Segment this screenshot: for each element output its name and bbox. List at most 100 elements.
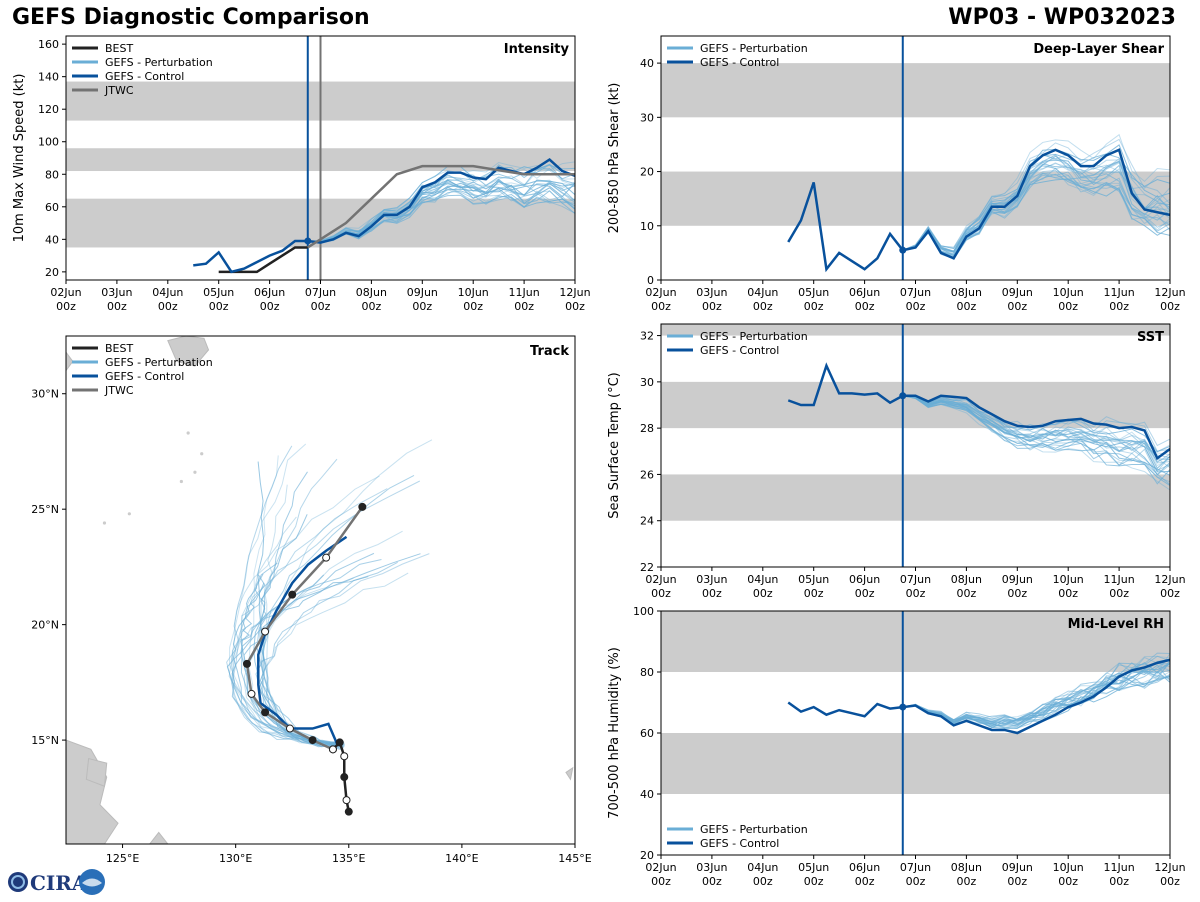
x-tick-sublabel: 00z [1007,300,1027,313]
jtwc-point [308,736,317,745]
x-tick-sublabel: 00z [957,875,977,888]
x-tick-sublabel: 00z [514,300,534,313]
jtwc-point [261,708,270,717]
map-frame [65,335,576,845]
legend-label: GEFS - Perturbation [105,56,213,69]
x-tick-label: 11Jun [1104,286,1135,299]
pert-line [902,395,1170,462]
track-panel-title: Track [530,344,569,359]
intensity-panel-title: Intensity [504,42,570,57]
control-init-point [304,237,312,245]
y-tick-label: 100 [633,605,654,618]
y-tick-label: 30 [640,111,654,124]
x-tick-label: 02Jun [645,573,676,586]
shear-plot-area [661,36,1170,280]
control-init-point [899,392,907,400]
x-tick-label: 10Jun [1053,861,1084,874]
control-init-point [899,246,907,254]
pert-track [240,562,344,743]
control-track [257,535,348,746]
lon-tick-label: 125°E [106,852,139,865]
x-tick-sublabel: 00z [362,300,382,313]
y-tick-label: 80 [640,666,654,679]
x-tick-sublabel: 00z [1109,587,1129,600]
x-tick-label: 10Jun [1053,286,1084,299]
y-tick-label: 28 [640,422,654,435]
x-tick-label: 07Jun [900,286,931,299]
pert-line [902,395,1170,476]
x-tick-label: 05Jun [798,286,829,299]
pert-track [248,455,341,746]
x-tick-label: 05Jun [203,286,234,299]
pert-line [902,395,1170,485]
x-tick-label: 07Jun [305,286,336,299]
x-tick-label: 10Jun [458,286,489,299]
x-tick-label: 09Jun [1002,286,1033,299]
island [186,431,190,435]
shade-band [661,381,1170,429]
y-tick-label: 160 [38,38,59,51]
intensity-panel: 02Jun00z03Jun00z04Jun00z05Jun00z06Jun00z… [12,35,591,313]
jtwc-track [245,506,364,751]
best-point [340,752,349,761]
x-tick-sublabel: 00z [702,875,722,888]
pert-line [902,144,1170,251]
pert-line [307,178,575,243]
x-tick-label: 04Jun [747,286,778,299]
x-tick-sublabel: 00z [311,300,331,313]
x-tick-label: 12Jun [559,286,590,299]
shear-panel-title: Deep-Layer Shear [1033,42,1164,57]
island [200,452,204,456]
y-tick-label: 20 [640,849,654,862]
island [102,521,107,525]
shade-band [661,63,1170,118]
lat-tick-label: 30°N [31,388,59,401]
pert-line [902,395,1170,467]
y-tick-label: 80 [45,168,59,181]
x-tick-label: 09Jun [1002,861,1033,874]
legend-label: BEST [105,42,133,55]
x-tick-label: 09Jun [407,286,438,299]
legend-label: GEFS - Perturbation [700,42,808,55]
best-point [342,796,351,805]
x-tick-sublabel: 00z [1160,300,1180,313]
y-tick-label: 0 [647,274,654,287]
pert-line [307,161,575,242]
x-tick-sublabel: 00z [651,300,671,313]
pert-line [902,395,1170,470]
track-map-area [66,336,574,844]
x-tick-sublabel: 00z [1160,587,1180,600]
pert-line [902,395,1170,456]
pert-line [902,163,1170,257]
cira-logo: CIRA [6,866,106,898]
x-tick-sublabel: 00z [804,300,824,313]
shade-band [661,733,1170,794]
best-point [335,738,344,747]
x-tick-label: 11Jun [509,286,540,299]
x-tick-sublabel: 00z [702,587,722,600]
control-line [787,362,1170,461]
best-point [344,807,353,816]
pert-line [902,154,1170,253]
y-tick-label: 22 [640,561,654,574]
best-point [328,745,337,754]
x-tick-label: 07Jun [900,573,931,586]
legend-label: GEFS - Control [105,370,184,383]
legend-label: GEFS - Perturbation [105,356,213,369]
pert-track [261,572,409,749]
x-tick-label: 07Jun [900,861,931,874]
x-tick-sublabel: 00z [804,875,824,888]
shade-band [661,611,1170,672]
x-tick-label: 11Jun [1104,861,1135,874]
island [193,470,197,474]
pert-track [231,445,338,748]
x-tick-sublabel: 00z [957,300,977,313]
y-tick-label: 100 [38,136,59,149]
x-tick-sublabel: 00z [565,300,585,313]
pert-track [258,561,398,744]
pert-line [902,395,1170,464]
pert-line [902,133,1170,251]
pert-track [226,488,388,748]
landmass [85,757,108,787]
